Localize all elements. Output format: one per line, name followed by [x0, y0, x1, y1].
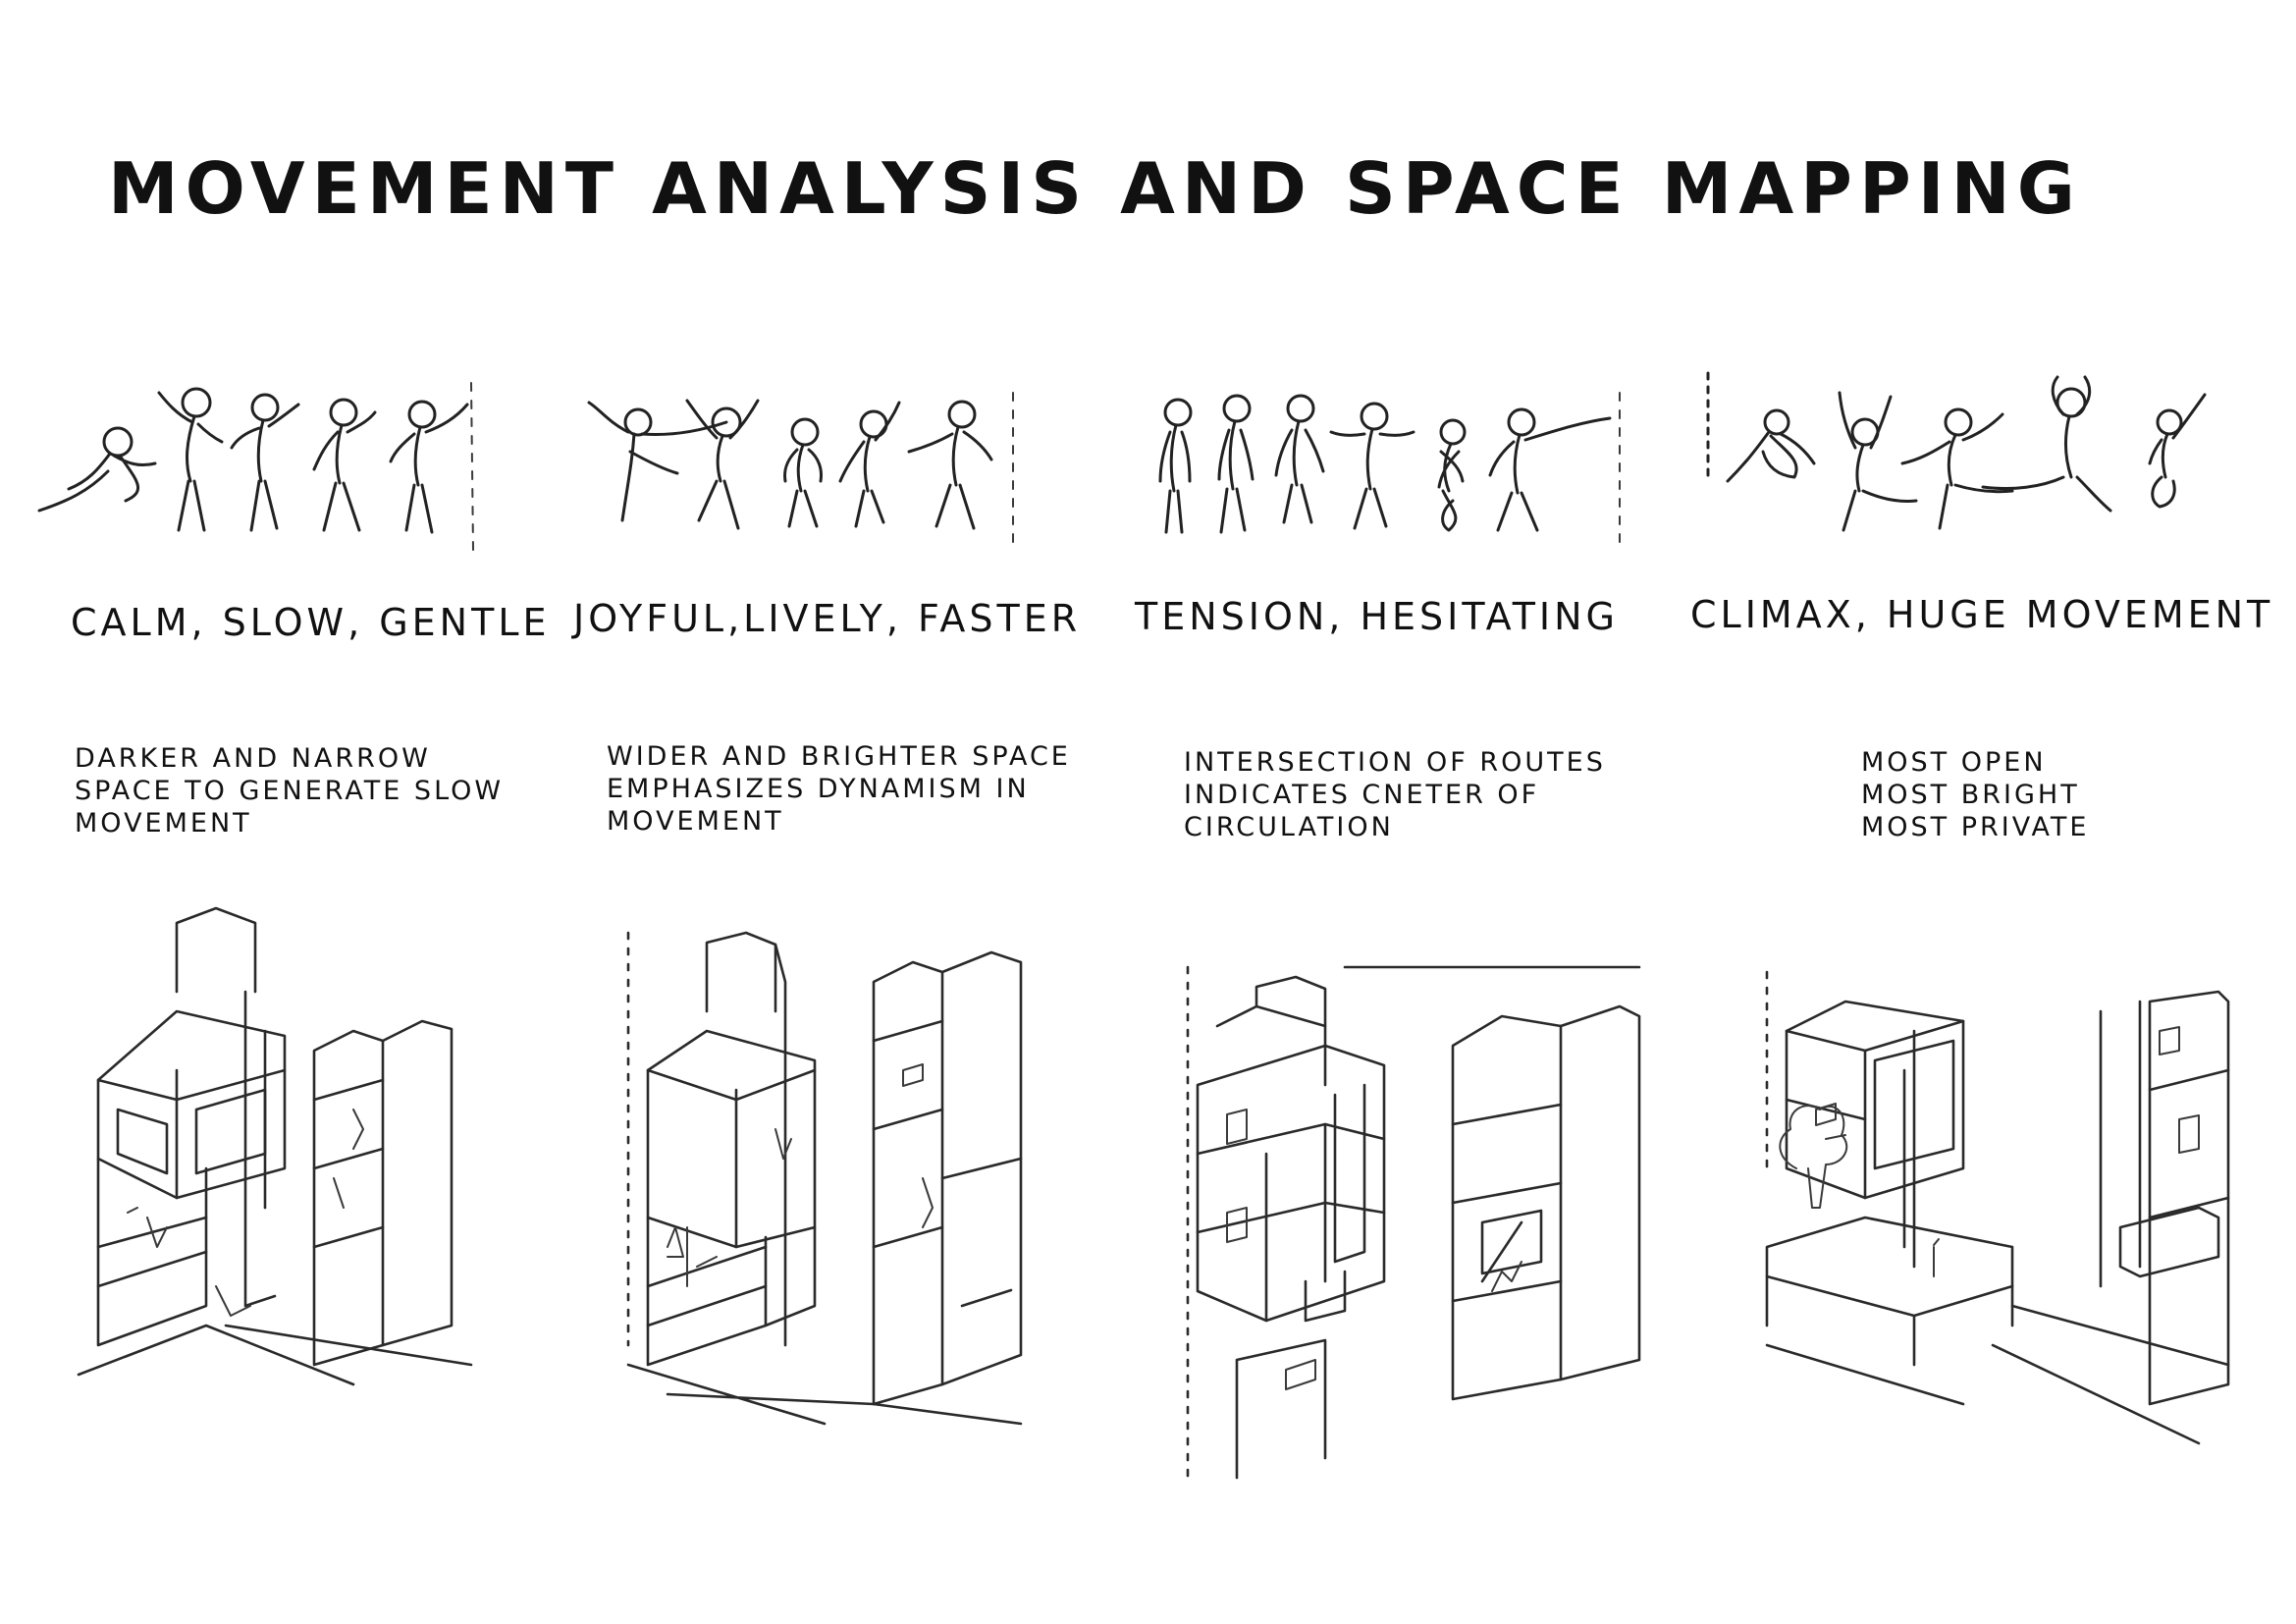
mood-label: JOYFUL,LIVELY, FASTER: [573, 597, 1082, 640]
panel-tension: TENSION, HESITATING INTERSECTION OF ROUT…: [1129, 0, 1679, 1624]
dancer-figure: [587, 401, 728, 522]
dancer-figure: [37, 426, 157, 513]
isometric-space-drawing: [1765, 970, 2230, 1445]
dancer-figure: [1488, 407, 1612, 532]
dancer-figure: [1838, 391, 1918, 532]
space-description: MOST OPEN MOST BRIGHT MOST PRIVATE: [1861, 747, 2090, 842]
space-description: DARKER AND NARROW SPACE TO GENERATE SLOW…: [75, 743, 505, 839]
mood-label: CALM, SLOW, GENTLE: [71, 601, 551, 644]
isometric-space-drawing: [77, 906, 473, 1386]
dancer-sketch-strip: [37, 382, 474, 551]
dancer-figure: [685, 399, 760, 530]
isometric-space-drawing: [1186, 965, 1641, 1480]
dancer-sketch-strip: [1706, 371, 2207, 532]
dancer-figure: [1706, 371, 1816, 483]
dancer-figure: [389, 400, 469, 534]
panel-calm: CALM, SLOW, GENTLE DARKER AND NARROW SPA…: [29, 0, 579, 1624]
isometric-space-drawing: [626, 931, 1023, 1426]
dancer-figure: [1274, 394, 1325, 524]
dancer-figure: [1329, 402, 1415, 530]
dancer-figure: [2148, 393, 2207, 509]
dancer-figure: [230, 393, 300, 532]
dancer-figure: [312, 398, 377, 532]
space-description: WIDER AND BRIGHTER SPACE EMPHASIZES DYNA…: [607, 741, 1071, 837]
dancer-figure: [783, 417, 823, 528]
dancer-figure: [838, 401, 901, 528]
dancer-sketch-strip: [1158, 392, 1621, 551]
dancer-figure: [1981, 375, 2112, 513]
mood-label: TENSION, HESITATING: [1135, 595, 1619, 638]
panel-climax: CLIMAX, HUGE MOVEMENT MOST OPEN MOST BRI…: [1690, 0, 2269, 1624]
panel-joyful: JOYFUL,LIVELY, FASTER WIDER AND BRIGHTER…: [569, 0, 1119, 1624]
page-title: MOVEMENT ANALYSIS AND SPACE MAPPING: [108, 147, 2082, 230]
space-description: INTERSECTION OF ROUTES INDICATES CNETER …: [1184, 747, 1606, 842]
dancer-figure: [157, 387, 224, 532]
dancer-sketch-strip: [587, 392, 1014, 551]
dancer-figure: [1217, 394, 1255, 534]
dancer-figure: [1158, 398, 1193, 534]
dancer-figure: [1437, 418, 1467, 532]
mood-label: CLIMAX, HUGE MOVEMENT: [1690, 593, 2274, 636]
dancer-figure: [1900, 407, 2014, 530]
dancer-figure: [907, 400, 993, 530]
